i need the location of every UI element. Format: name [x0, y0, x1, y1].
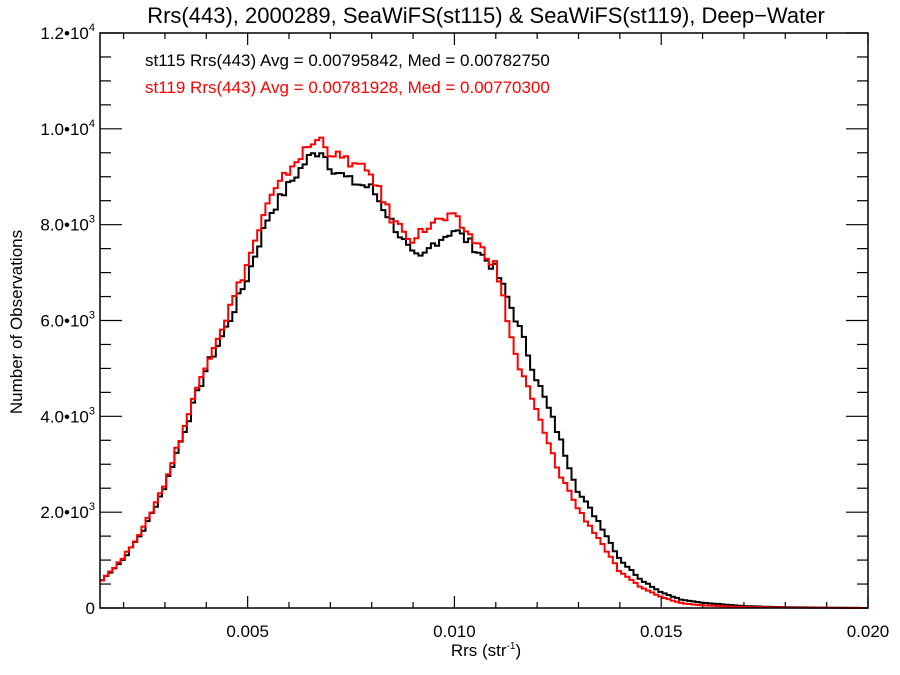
x-tick-labels: 0.005 0.010 0.015 0.020	[226, 622, 889, 641]
x-axis-label-sup: -1	[507, 641, 516, 652]
legend-entry-st119: st119 Rrs(443) Avg = 0.00781928, Med = 0…	[145, 78, 550, 97]
y-tick-exponent: 3	[89, 501, 95, 513]
y-tick-mantissa: 0	[86, 599, 95, 618]
y-tick-label: 1.0•104	[40, 118, 95, 139]
plot-frame	[99, 32, 869, 609]
y-tick-mantissa: 6.0•10	[40, 312, 89, 331]
y-tick-label: 2.0•103	[40, 501, 95, 522]
y-tick-label: 6.0•103	[40, 310, 95, 331]
y-tick-mantissa: 2.0•10	[40, 503, 89, 522]
y-tick-mantissa: 8.0•10	[40, 216, 89, 235]
x-axis-label: Rrs (str-1)	[451, 641, 521, 660]
x-tick-label: 0.005	[226, 622, 269, 641]
legend-entry-st115: st115 Rrs(443) Avg = 0.00795842, Med = 0…	[145, 51, 550, 70]
y-tick-label: 4.0•103	[40, 405, 95, 426]
x-tick-label: 0.015	[640, 622, 683, 641]
x-tick-label: 0.020	[847, 622, 890, 641]
y-tick-mantissa: 1.0•10	[40, 120, 89, 139]
y-axis-label: Number of Observations	[7, 230, 26, 414]
series-group	[100, 136, 868, 609]
y-tick-exponent: 3	[89, 310, 95, 322]
y-tick-exponent: 4	[89, 118, 95, 130]
y-tick-label: 1.2•104	[40, 22, 95, 43]
y-tick-labels: 02.0•1034.0•1036.0•1038.0•1031.0•1041.2•…	[40, 22, 95, 618]
series-line-st115	[100, 152, 868, 609]
y-tick-label: 0	[86, 599, 95, 618]
axis-ticks	[100, 32, 869, 609]
series-line-st119	[100, 136, 868, 609]
x-tick-label: 0.010	[433, 622, 476, 641]
x-axis-label-close: )	[515, 641, 521, 660]
y-tick-mantissa: 1.2•10	[40, 24, 89, 43]
y-tick-exponent: 3	[89, 214, 95, 226]
chart-title: Rrs(443), 2000289, SeaWiFS(st115) & SeaW…	[147, 3, 825, 28]
x-axis-label-main: Rrs (str	[451, 641, 507, 660]
y-tick-exponent: 3	[89, 405, 95, 417]
y-tick-exponent: 4	[89, 22, 95, 34]
y-tick-mantissa: 4.0•10	[40, 407, 89, 426]
y-tick-label: 8.0•103	[40, 214, 95, 235]
